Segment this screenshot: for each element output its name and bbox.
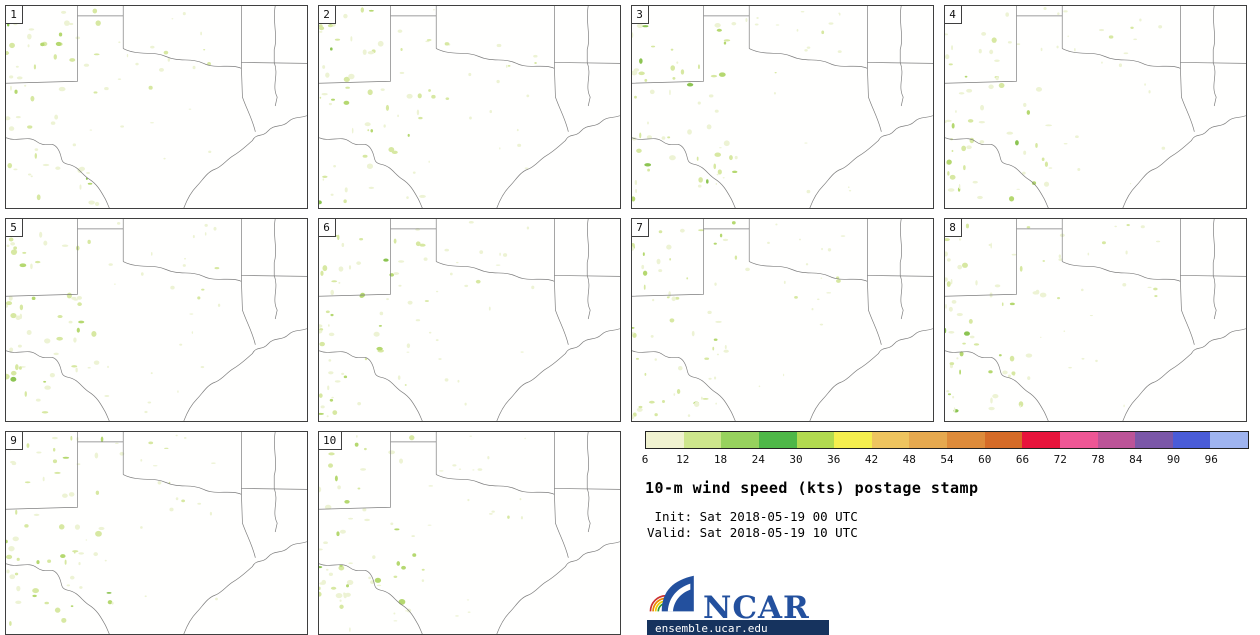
colorbar-segment [1172, 432, 1211, 448]
legend-block: 6 12 18 24 30 36 42 48 54 60 66 72 78 84 90 96 10-m win… [641, 431, 1249, 635]
colorbar-tick-label: 42 [864, 453, 879, 466]
map-panel: 8 [944, 218, 1247, 422]
wind-speed-map [6, 432, 307, 634]
map-panel: 7 [631, 218, 934, 422]
panel-number-label: 5 [6, 219, 23, 237]
colorbar-tick-label: 48 [902, 453, 916, 466]
panel-number-label: 8 [945, 219, 962, 237]
colorbar-segment [984, 432, 1023, 448]
panel-number-label: 3 [632, 6, 649, 24]
wind-speed-map [6, 6, 307, 208]
colorbar-segment [1097, 432, 1136, 448]
colorbar-tick-label: 90 [1166, 453, 1181, 466]
map-panel: 9 [5, 431, 308, 635]
wind-speed-map [319, 219, 620, 421]
colorbar-segment [1135, 432, 1173, 448]
colorbar-tick-label: 30 [789, 453, 803, 466]
wind-speed-map [319, 432, 620, 634]
wind-speed-colorbar [645, 431, 1249, 449]
panel-number-label: 7 [632, 219, 649, 237]
colorbar-tick-label: 18 [713, 453, 728, 466]
colorbar-segment [871, 432, 910, 448]
map-panel: 4 [944, 5, 1247, 209]
map-panel: 3 [631, 5, 934, 209]
colorbar-tick-row: 6 12 18 24 30 36 42 48 54 60 66 72 78 84 90 96 [641, 453, 1249, 467]
colorbar-segment [758, 432, 797, 448]
colorbar-segment [1210, 432, 1248, 448]
site-url: ensemble.ucar.edu [647, 620, 829, 635]
map-panel: 5 [5, 218, 308, 422]
colorbar-segment [646, 432, 684, 448]
wind-speed-map [6, 219, 307, 421]
panel-number-label: 6 [319, 219, 336, 237]
colorbar-segment [834, 432, 872, 448]
wind-speed-map [632, 219, 933, 421]
wind-speed-map [945, 219, 1246, 421]
panel-number-label: 1 [6, 6, 23, 24]
init-time-text: Init: Sat 2018-05-19 00 UTC [647, 509, 858, 524]
colorbar-segment [796, 432, 835, 448]
colorbar-segment [683, 432, 722, 448]
panel-number-label: 2 [319, 6, 336, 24]
panel-number-label: 9 [6, 432, 23, 450]
colorbar-tick-label: 24 [751, 453, 765, 466]
map-panel: 10 [318, 431, 621, 635]
colorbar-tick-label: 36 [827, 453, 841, 466]
map-panel: 2 [318, 5, 621, 209]
valid-time-text: Valid: Sat 2018-05-19 10 UTC [647, 525, 858, 540]
colorbar-tick-label: 84 [1129, 453, 1143, 466]
colorbar-segment [721, 432, 759, 448]
wind-speed-map [319, 6, 620, 208]
colorbar-tick-label: 78 [1091, 453, 1105, 466]
ncar-wordmark: NCAR [703, 589, 810, 626]
colorbar-segment [1059, 432, 1098, 448]
panel-number-label: 10 [319, 432, 343, 450]
ncar-logo-mark-icon [647, 571, 699, 621]
product-title: 10-m wind speed (kts) postage stamp [645, 479, 979, 497]
colorbar-tick-label: 66 [1015, 453, 1030, 466]
colorbar-segment [1022, 432, 1060, 448]
map-panel: 1 [5, 5, 308, 209]
map-panel: 6 [318, 218, 621, 422]
colorbar-segment [909, 432, 947, 448]
colorbar-segment [947, 432, 985, 448]
colorbar-tick-label: 72 [1053, 453, 1067, 466]
wind-speed-map [945, 6, 1246, 208]
colorbar-tick-label: 12 [676, 453, 690, 466]
colorbar-tick-label: 60 [978, 453, 992, 466]
ncar-logo: NCAR [647, 571, 810, 626]
panel-number-label: 4 [945, 6, 962, 24]
colorbar-tick-label: 6 [641, 453, 649, 466]
wind-speed-map [632, 6, 933, 208]
colorbar-tick-label: 54 [940, 453, 954, 466]
colorbar-tick-label: 96 [1204, 453, 1218, 466]
